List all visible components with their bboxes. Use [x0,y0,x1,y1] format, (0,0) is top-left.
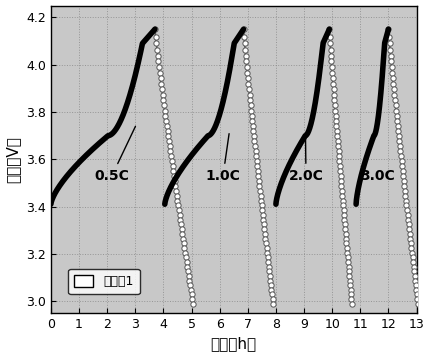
X-axis label: 时间（h）: 时间（h） [211,336,257,351]
Y-axis label: 电压（V）: 电压（V） [6,136,21,183]
Text: 1.0C: 1.0C [206,134,240,183]
Text: 3.0C: 3.0C [360,169,395,183]
Legend: 实施例1: 实施例1 [68,269,140,295]
Text: 2.0C: 2.0C [289,134,323,183]
Text: 0.5C: 0.5C [95,126,135,183]
